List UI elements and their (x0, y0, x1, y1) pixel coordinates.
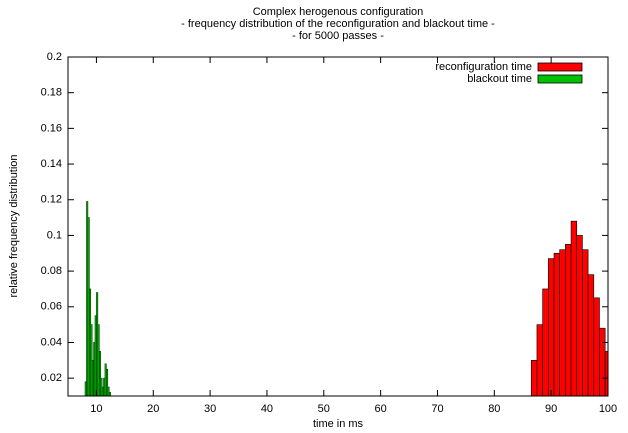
y-tick-label: 0.2 (47, 51, 62, 63)
bar (553, 252, 560, 396)
chart-subtitle: - frequency distribution of the reconfig… (181, 18, 495, 30)
bar (536, 324, 543, 396)
bar (542, 288, 549, 396)
y-tick-label: 0.06 (41, 301, 62, 313)
bar (559, 249, 566, 396)
bar (98, 351, 101, 396)
x-tick-label: 90 (545, 403, 557, 415)
y-tick-label: 0.02 (41, 372, 62, 384)
plot-area (84, 201, 608, 396)
legend-swatch (537, 62, 583, 72)
bar (530, 360, 538, 396)
y-tick-label: 0.18 (41, 87, 62, 99)
x-tick-label: 30 (204, 403, 216, 415)
x-tick-label: 100 (599, 403, 617, 415)
y-tick-label: 0.14 (41, 158, 62, 170)
bar (582, 249, 589, 396)
bar (106, 368, 109, 396)
bar (599, 327, 606, 396)
bar (565, 244, 572, 396)
bar (107, 386, 110, 396)
y-tick-label: 0.04 (41, 336, 62, 348)
x-axis-label: time in ms (313, 418, 364, 430)
chart-title: Complex herogenous configuration (253, 6, 424, 18)
x-tick-label: 20 (147, 403, 159, 415)
x-tick-label: 60 (375, 403, 387, 415)
legend-swatch (537, 74, 583, 84)
y-tick-label: 0.1 (47, 229, 62, 241)
x-tick-label: 40 (261, 403, 273, 415)
plot-border (67, 56, 609, 397)
x-tick-label: 80 (488, 403, 500, 415)
y-tick-label: 0.12 (41, 194, 62, 206)
x-tick-label: 70 (431, 403, 443, 415)
x-tick-label: 50 (318, 403, 330, 415)
legend-label: blackout time (467, 73, 532, 85)
y-tick-label: 0.16 (41, 122, 62, 134)
y-tick-label: 0.08 (41, 265, 62, 277)
bar (548, 258, 555, 396)
bar (570, 220, 578, 396)
bar (593, 297, 600, 396)
bar (576, 235, 583, 396)
y-axis-label: relative frequency distribution (8, 154, 20, 297)
legend-label: reconfiguration time (435, 61, 532, 73)
bar (587, 274, 595, 396)
x-tick-label: 10 (90, 403, 102, 415)
bar (604, 351, 608, 396)
chart-subtitle: - for 5000 passes - (292, 30, 384, 42)
bar (108, 392, 111, 396)
